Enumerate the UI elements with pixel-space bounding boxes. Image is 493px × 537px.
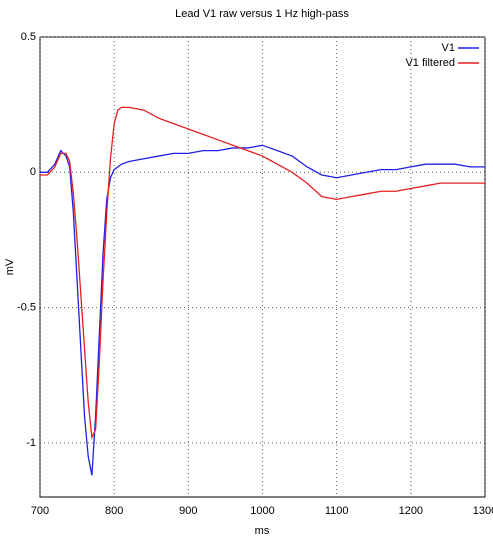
y-tick-label: 0	[30, 166, 36, 178]
x-axis-label: ms	[255, 525, 270, 537]
y-axis-label: mV	[4, 258, 16, 275]
chart-title: Lead V1 raw versus 1 Hz high-pass	[175, 8, 349, 20]
x-tick-label: 900	[179, 505, 197, 517]
data-line	[40, 144, 485, 476]
x-tick-label: 1200	[399, 505, 423, 517]
legend-label: V1 filtered	[405, 57, 455, 69]
x-tick-label: 1100	[325, 505, 349, 517]
x-tick-label: 800	[105, 505, 123, 517]
x-tick-label: 1300	[473, 505, 493, 517]
data-line	[40, 106, 485, 440]
y-tick-label: 0.5	[21, 31, 36, 43]
plot-frame	[39, 36, 486, 498]
legend-label: V1	[442, 42, 455, 54]
y-tick-label: -0.5	[17, 301, 36, 313]
x-tick-label: 700	[31, 505, 49, 517]
y-tick-label: -1	[26, 437, 36, 449]
x-tick-label: 1000	[250, 505, 274, 517]
